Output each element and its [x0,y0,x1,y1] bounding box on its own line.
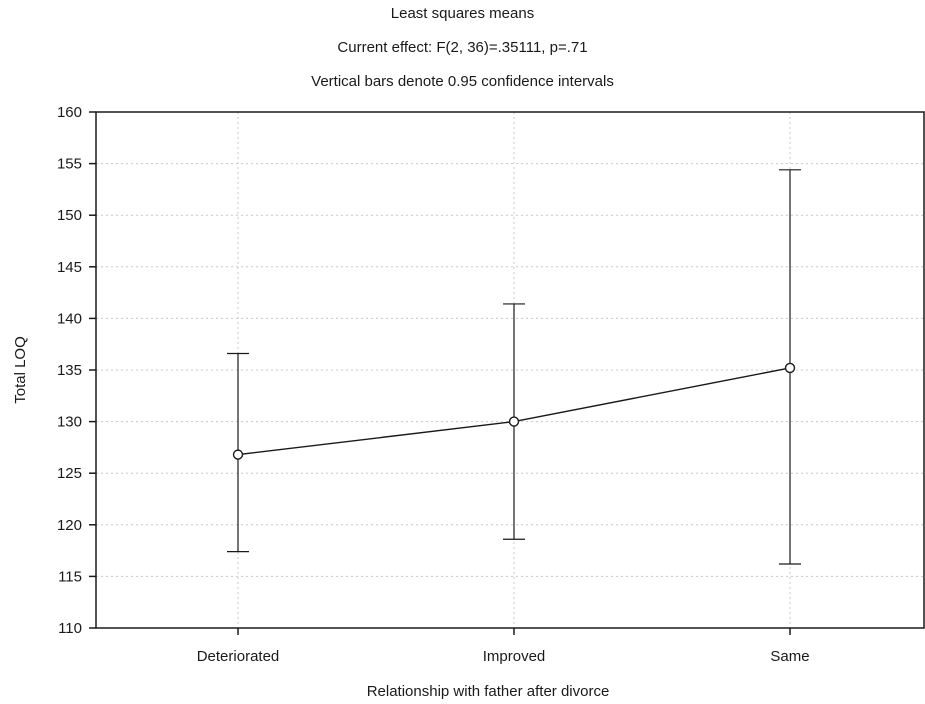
chart-subtitle: Current effect: F(2, 36)=.35111, p=.71 [337,39,588,56]
chart-note: Vertical bars denote 0.95 confidence int… [311,73,614,90]
y-tick-label: 130 [57,414,82,431]
x-tick-label: Improved [483,648,546,665]
y-tick-label: 155 [57,156,82,173]
y-tick-label: 150 [57,207,82,224]
data-point [784,362,796,374]
y-axis-label: Total LOQ [12,336,29,404]
y-tick-label: 145 [57,259,82,276]
y-axis-ticks: 110 115 120 125 130 135 140 145 150 155 160 [57,104,96,637]
chart-title: Least squares means [390,5,535,22]
data-point [508,416,520,427]
x-tick-label: Deteriorated [197,648,280,665]
gridlines [96,112,924,628]
y-tick-label: 125 [57,465,82,482]
x-tick-label: Same [770,648,809,665]
y-tick-label: 120 [57,517,82,534]
y-tick-label: 160 [57,104,82,121]
y-tick-label: 115 [58,568,82,585]
plot-frame [95,111,925,629]
y-tick-label: 135 [57,362,82,379]
x-axis-label: Relationship with father after divorce [367,683,610,700]
y-tick-label: 140 [57,310,82,327]
x-axis-ticks: Deteriorated Improved Same [197,628,810,665]
y-tick-label: 110 [58,620,82,637]
data-markers [232,362,796,460]
data-point [232,449,244,460]
